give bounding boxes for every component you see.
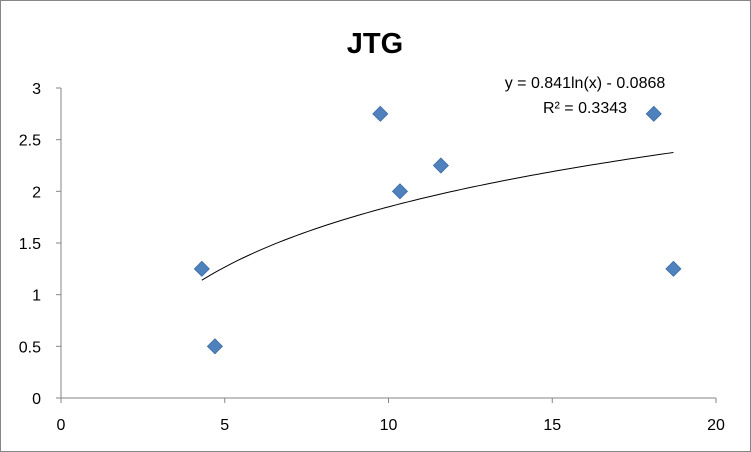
- data-point: [645, 105, 662, 122]
- data-point: [391, 183, 409, 200]
- y-tick-label: 0.5: [19, 339, 41, 356]
- trendline-r-squared: R² = 0.3343: [543, 100, 627, 117]
- y-tick-label: 1.5: [19, 236, 41, 253]
- y-tick-label: 2: [32, 184, 41, 201]
- x-tick-label: 5: [220, 417, 229, 434]
- data-points: [193, 105, 682, 355]
- y-tick-label: 3: [32, 81, 41, 98]
- x-tick-label: 0: [57, 417, 66, 434]
- data-point: [193, 260, 210, 277]
- y-tick-label: 2.5: [19, 133, 41, 150]
- x-tick-label: 15: [543, 417, 561, 434]
- data-point: [432, 157, 449, 174]
- data-point: [206, 338, 223, 355]
- data-point: [665, 260, 682, 277]
- y-axis-ticks: 0 0.5 1 1.5 2 2.5 3: [19, 81, 61, 408]
- chart-title: JTG: [347, 28, 403, 60]
- x-tick-label: 20: [707, 417, 725, 434]
- y-tick-label: 1: [32, 288, 41, 305]
- x-axis-ticks: 0 5 10 15 20: [57, 398, 725, 434]
- data-point: [372, 105, 389, 122]
- x-tick-label: 10: [380, 417, 398, 434]
- trendline-equation: y = 0.841ln(x) - 0.0868: [505, 75, 666, 92]
- trendline: [201, 151, 674, 281]
- y-tick-label: 0: [32, 391, 41, 408]
